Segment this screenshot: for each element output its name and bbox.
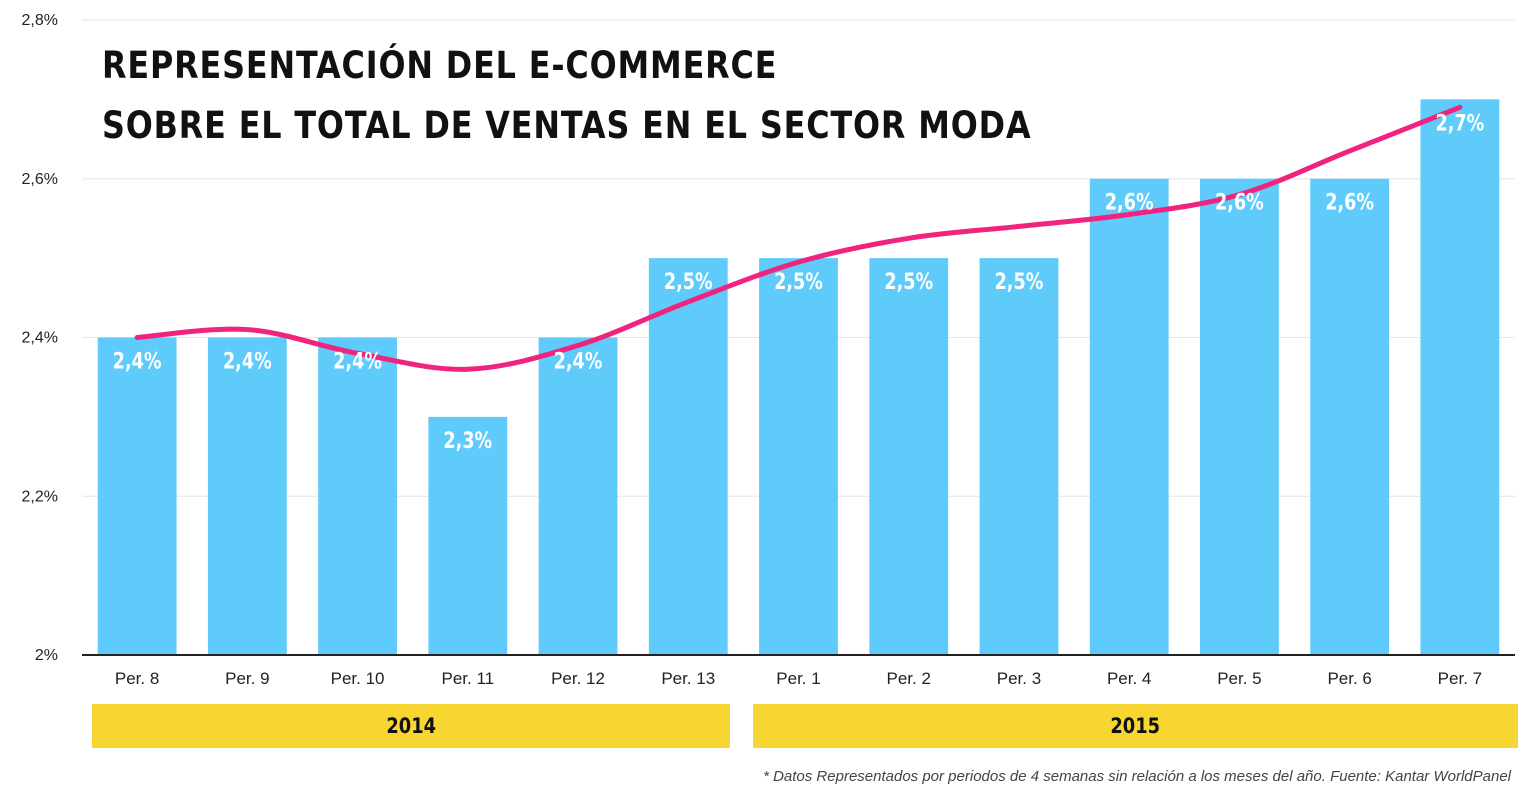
data-label: 2,6% xyxy=(1325,190,1374,215)
bars xyxy=(97,99,1500,655)
chart-title-line-1: REPRESENTACIÓN DEL E-COMMERCE xyxy=(102,44,778,87)
bar xyxy=(1420,99,1500,655)
y-axis-ticks: 2% 2,2% 2,4% 2,6% 2,8% xyxy=(22,12,58,664)
data-label: 2,5% xyxy=(995,269,1044,294)
x-tick-label: Per. 9 xyxy=(225,669,269,688)
data-label: 2,7% xyxy=(1435,110,1484,135)
y-tick-label: 2,6% xyxy=(22,171,58,188)
bar xyxy=(869,258,949,655)
x-tick-label: Per. 8 xyxy=(115,669,159,688)
data-label: 2,5% xyxy=(774,269,823,294)
y-tick-label: 2% xyxy=(35,647,58,664)
x-tick-label: Per. 11 xyxy=(441,669,494,688)
x-tick-label: Per. 4 xyxy=(1107,669,1151,688)
x-tick-label: Per. 5 xyxy=(1217,669,1261,688)
bar xyxy=(97,337,177,655)
bar xyxy=(1200,178,1279,655)
x-tick-label: Per. 6 xyxy=(1327,669,1371,688)
x-axis-ticks: Per. 8 Per. 9 Per. 10 Per. 11 Per. 12 Per. 13… xyxy=(82,654,1515,688)
chart-title-line-2: SOBRE EL TOTAL DE VENTAS EN EL SECTOR MO… xyxy=(102,104,1032,147)
data-label: 2,6% xyxy=(1105,190,1154,215)
data-label: 2,4% xyxy=(333,349,382,374)
bar xyxy=(538,337,618,655)
bar-chart: 2%2,2%2,4%2,6%2,8% 2,4% 2,4% 2,4%2,3%2,4%2… xyxy=(22,12,1515,688)
x-tick-label: Per. 13 xyxy=(661,669,715,688)
year-band-2015: 2015 xyxy=(753,704,1518,748)
trend-line xyxy=(134,104,1463,372)
data-label: 2,4% xyxy=(113,349,162,374)
y-tick-label: 2,2% xyxy=(22,488,58,505)
x-tick-label: Per. 7 xyxy=(1438,669,1482,688)
trend-line-group xyxy=(134,104,1463,372)
year-label-2015: 2015 xyxy=(1110,714,1161,738)
data-label: 2,5% xyxy=(884,269,933,294)
y-tick-label: 2,4% xyxy=(22,330,58,347)
bar xyxy=(1310,178,1390,655)
data-label: 2,5% xyxy=(664,269,713,294)
data-label: 2,4% xyxy=(554,349,603,374)
data-label: 2,4% xyxy=(223,349,272,374)
data-label: 2,6% xyxy=(1215,190,1264,215)
x-tick-label: Per. 3 xyxy=(997,669,1041,688)
year-band-2014: 2014 xyxy=(92,704,731,748)
data-labels: 2,4% 2,4% 2,4% 2,3% 2,4% 2,5% 2,5% 2,5% 2,5% 2,6%… xyxy=(113,110,1485,453)
y-tick-label: 2,8% xyxy=(22,12,58,29)
x-tick-label: Per. 1 xyxy=(776,669,820,688)
bar xyxy=(207,337,287,655)
bar xyxy=(648,258,728,655)
x-tick-label: Per. 10 xyxy=(331,669,385,688)
bar xyxy=(1089,178,1169,655)
bar xyxy=(318,337,397,655)
year-label-2014: 2014 xyxy=(386,714,437,738)
x-tick-label: Per. 12 xyxy=(551,669,605,688)
x-tick-label: Per. 2 xyxy=(887,669,931,688)
bar xyxy=(428,416,508,655)
bar xyxy=(979,258,1059,655)
bar xyxy=(759,258,838,655)
data-label: 2,3% xyxy=(443,428,492,453)
footnote: * Datos Representados por periodos de 4 … xyxy=(763,768,1511,785)
